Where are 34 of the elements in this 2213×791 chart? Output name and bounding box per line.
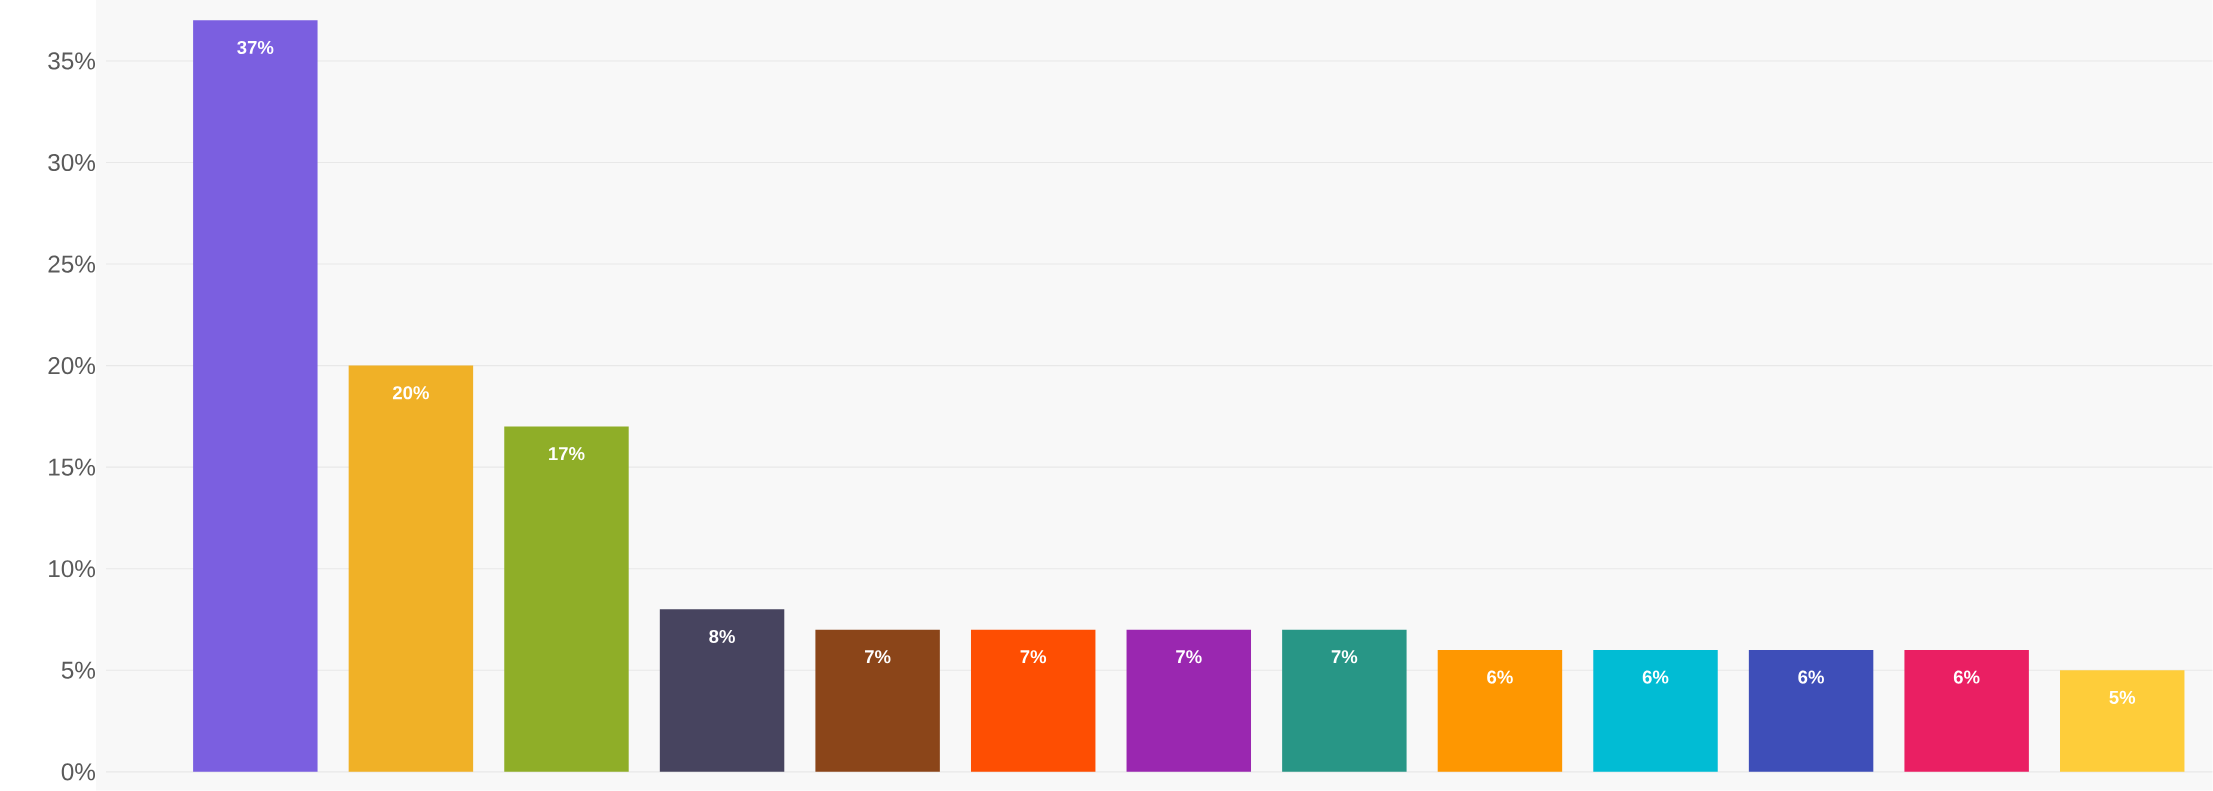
data-label: 17% <box>549 447 585 461</box>
bar <box>1126 629 1252 772</box>
data-label: 7% <box>1020 650 1047 664</box>
y-tick-label: 0% <box>61 763 96 781</box>
bar <box>1748 650 1874 772</box>
data-label: 37% <box>237 41 274 55</box>
data-label: 8% <box>709 630 735 644</box>
bar <box>1437 650 1563 772</box>
bar <box>659 609 785 772</box>
bar <box>1904 650 2029 772</box>
bar <box>970 629 1096 772</box>
y-tick-label: 10% <box>49 560 96 578</box>
data-label: 7% <box>865 650 891 664</box>
data-label: 7% <box>1331 650 1358 664</box>
y-tick-label: 15% <box>49 458 96 476</box>
y-tick-label: 20% <box>48 357 96 375</box>
data-label: 6% <box>1487 670 1513 684</box>
data-label: 7% <box>1176 650 1202 664</box>
y-tick-label: 5% <box>61 661 96 679</box>
y-tick-label: 25% <box>48 255 96 273</box>
bar <box>2060 670 2185 772</box>
data-label: 6% <box>1953 670 1980 684</box>
data-label: 6% <box>1798 670 1824 684</box>
bar <box>193 20 318 772</box>
data-label: 20% <box>392 386 429 400</box>
bar <box>1282 629 1407 772</box>
y-tick-label: 35% <box>48 52 96 70</box>
data-label: 6% <box>1642 670 1669 684</box>
bar <box>1593 650 1718 772</box>
bar <box>815 629 940 772</box>
bar <box>348 365 474 772</box>
data-label: 5% <box>2109 690 2136 705</box>
bar <box>504 426 629 772</box>
y-tick-label: 30% <box>48 154 96 172</box>
